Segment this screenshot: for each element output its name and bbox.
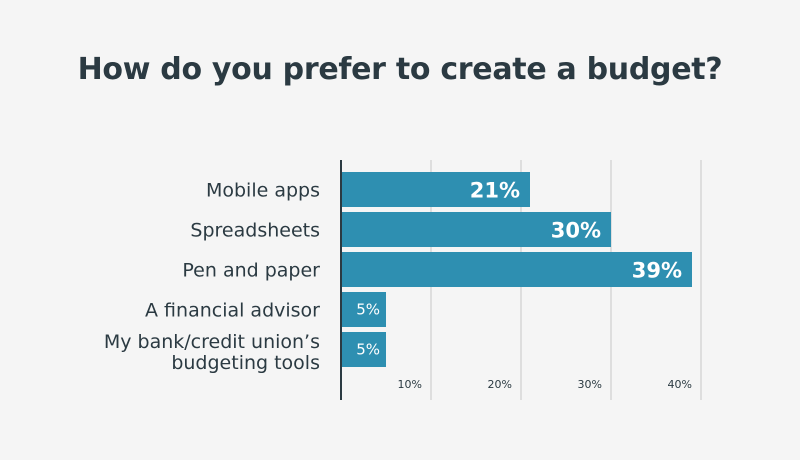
category-label: My bank/credit union’s budgeting tools <box>104 331 320 374</box>
category-label: Pen and paper <box>182 260 320 282</box>
bar <box>341 212 611 247</box>
bar <box>341 252 692 287</box>
x-tick-label: 10% <box>398 378 422 391</box>
category-label: A financial advisor <box>145 300 320 322</box>
bar <box>341 292 386 327</box>
bar-value-label: 39% <box>632 259 682 283</box>
bar-value-label: 5% <box>356 301 380 319</box>
chart-title: How do you prefer to create a budget? <box>77 52 723 87</box>
bar-value-label: 5% <box>356 341 380 359</box>
bar-value-label: 30% <box>551 219 601 243</box>
bar <box>341 172 530 207</box>
x-tick-label: 20% <box>488 378 512 391</box>
category-label: Spreadsheets <box>190 220 320 242</box>
bar-value-label: 21% <box>470 179 520 203</box>
x-tick-label: 30% <box>578 378 602 391</box>
bar <box>341 332 386 367</box>
x-tick-label: 40% <box>668 378 692 391</box>
category-label: Mobile apps <box>206 180 320 202</box>
